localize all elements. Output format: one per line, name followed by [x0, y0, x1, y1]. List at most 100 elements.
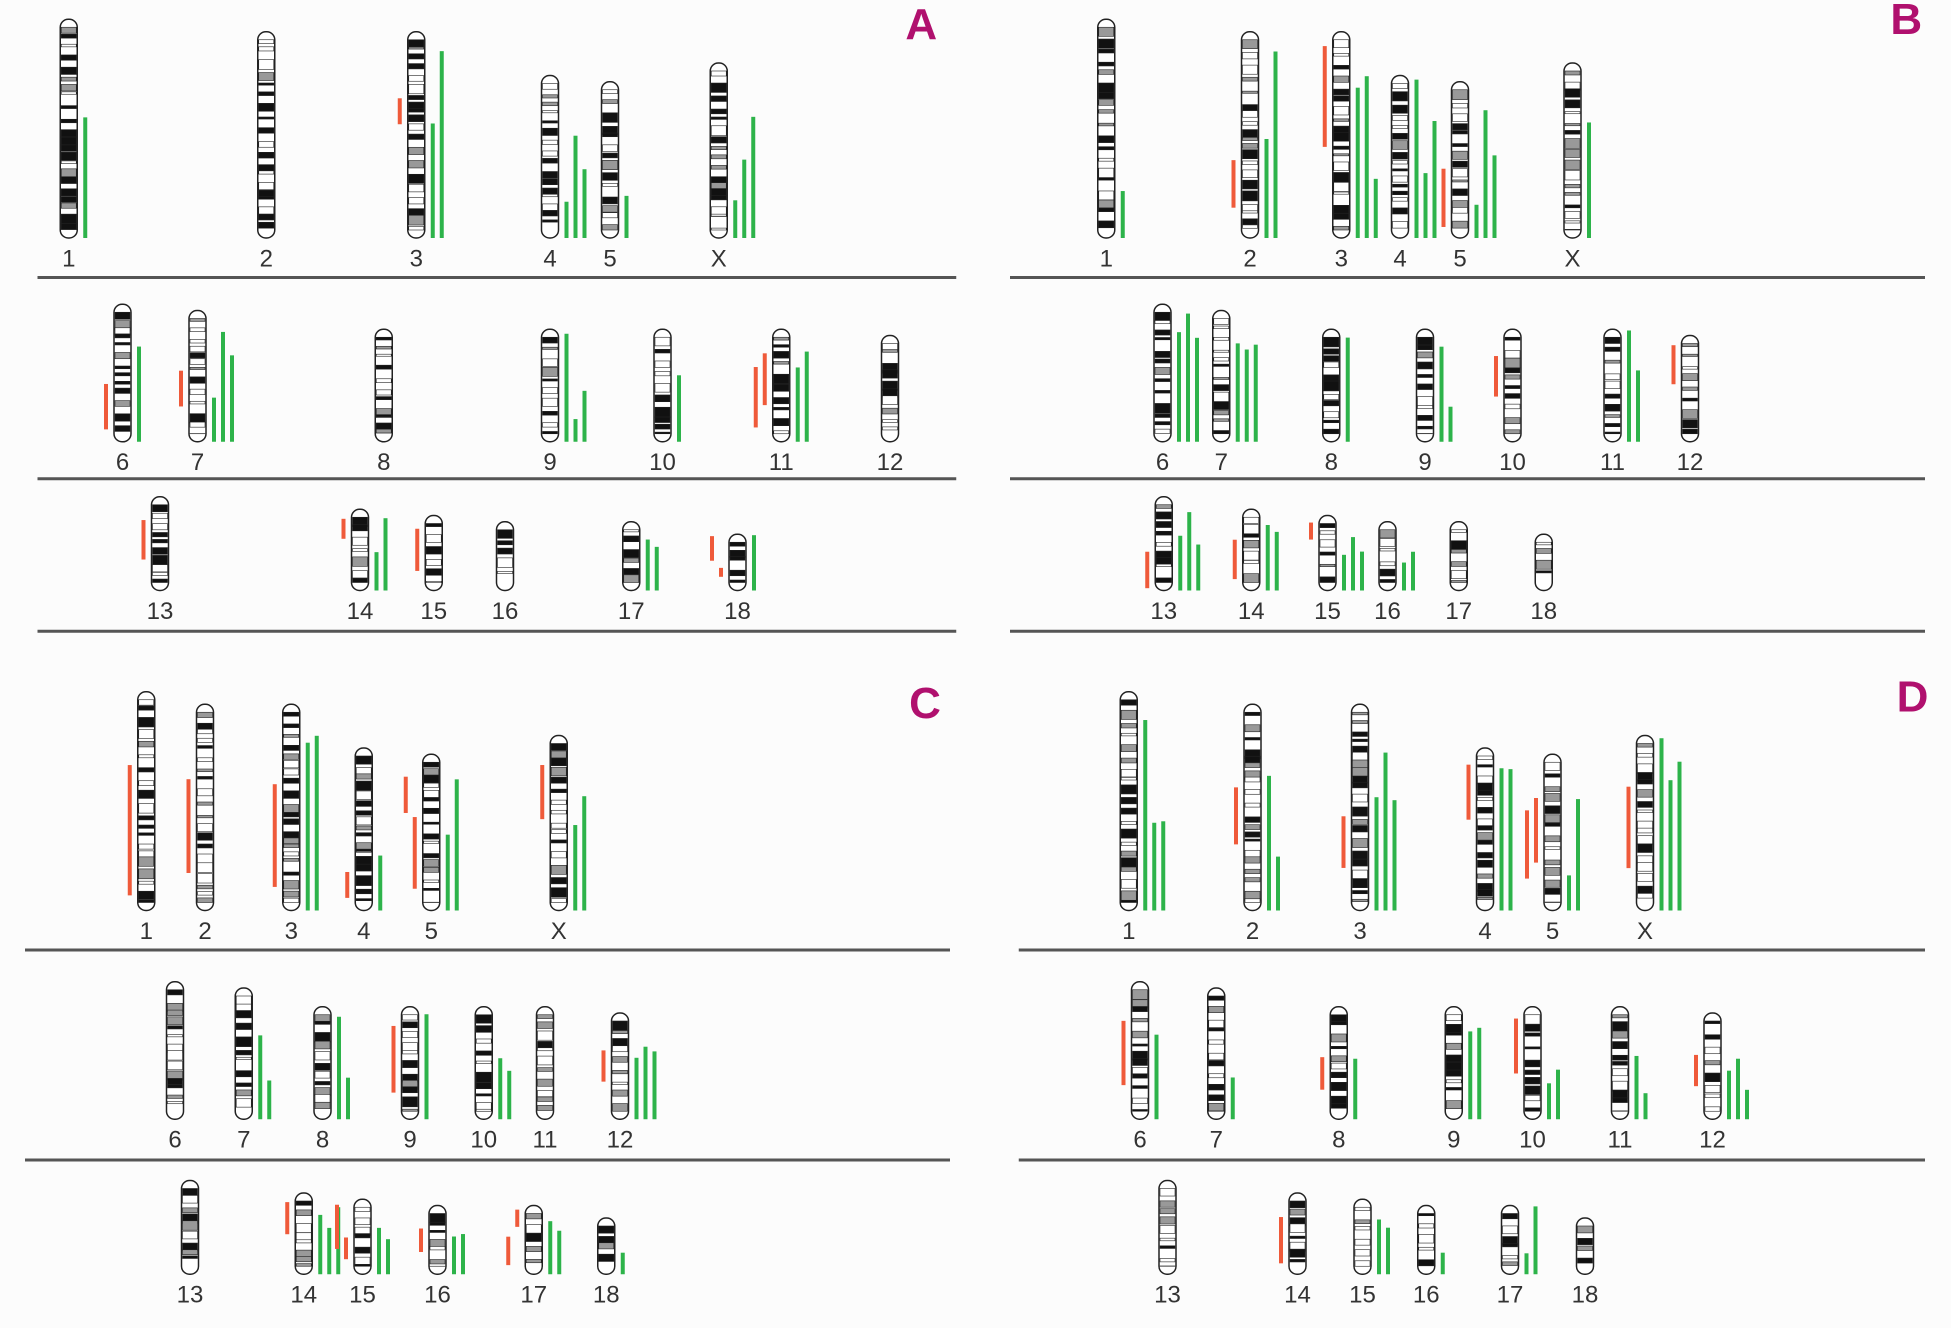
- band: [1242, 143, 1258, 149]
- band: [197, 823, 213, 833]
- loss-bar: [540, 765, 545, 820]
- band: [1564, 138, 1581, 149]
- gain-bar: [1677, 761, 1682, 911]
- chromosome: [506, 1204, 562, 1275]
- band: [542, 150, 558, 157]
- band: [1612, 1030, 1628, 1039]
- gain-bar: [1360, 551, 1364, 591]
- band: [189, 421, 206, 428]
- band: [1132, 1097, 1148, 1104]
- chromosome-label: 15: [349, 1282, 376, 1309]
- band: [1352, 731, 1368, 737]
- band: [60, 188, 77, 197]
- band: [354, 1217, 371, 1226]
- chromosome: [59, 18, 88, 239]
- band: [1352, 850, 1368, 860]
- band: [1392, 83, 1408, 89]
- band: [283, 880, 300, 890]
- band: [882, 369, 898, 379]
- band: [355, 888, 372, 895]
- band: [537, 1105, 553, 1111]
- band: [729, 541, 746, 547]
- band: [375, 396, 392, 400]
- band: [1352, 819, 1368, 825]
- band: [1323, 394, 1340, 400]
- band: [710, 116, 727, 120]
- chromosome-label: 2: [1246, 918, 1259, 945]
- band: [1289, 1259, 1306, 1263]
- band: [1477, 825, 1493, 831]
- gain-bar: [1668, 780, 1673, 911]
- band: [258, 221, 275, 229]
- gain-bar: [1364, 76, 1369, 238]
- band: [1637, 809, 1653, 813]
- band: [352, 536, 368, 546]
- chromosome: [1466, 747, 1513, 912]
- band: [1159, 1188, 1176, 1197]
- band: [1319, 523, 1336, 528]
- band: [542, 139, 558, 145]
- gain-bar: [620, 1252, 625, 1275]
- band: [1319, 539, 1336, 548]
- band: [1330, 1082, 1347, 1091]
- chromosome: [1626, 734, 1682, 912]
- chromosome-label: 4: [357, 918, 370, 945]
- band: [355, 810, 372, 816]
- chromosome: [179, 309, 234, 443]
- loss-bar: [1309, 522, 1313, 540]
- band: [1333, 88, 1350, 96]
- chromosome: [710, 533, 756, 592]
- chromosome: [391, 1006, 429, 1120]
- band: [1612, 1089, 1628, 1099]
- band: [1452, 143, 1468, 147]
- band: [1333, 191, 1350, 195]
- band: [729, 556, 746, 561]
- chromosome-body: [1703, 1012, 1722, 1120]
- band: [1392, 183, 1408, 188]
- loss-bar: [1232, 539, 1237, 580]
- band: [1208, 1039, 1225, 1045]
- band: [258, 141, 275, 148]
- band: [1333, 153, 1350, 157]
- band: [1604, 404, 1621, 412]
- band: [258, 72, 275, 81]
- gain-bar: [1499, 768, 1504, 911]
- chromosome-label: 9: [1418, 449, 1431, 476]
- band: [1155, 563, 1172, 567]
- chromosome: [474, 1006, 512, 1120]
- band: [235, 1050, 252, 1056]
- band: [1154, 421, 1171, 426]
- band: [258, 127, 275, 134]
- chromosome: [540, 328, 587, 443]
- band: [602, 172, 618, 181]
- band: [1132, 989, 1148, 1000]
- band: [1330, 1021, 1347, 1026]
- band: [314, 1094, 331, 1103]
- band: [1333, 145, 1350, 150]
- chromosome-label: 16: [492, 598, 519, 625]
- band: [1354, 1238, 1371, 1246]
- band: [402, 1031, 418, 1038]
- band: [1208, 1084, 1225, 1091]
- band: [1352, 858, 1368, 867]
- chromosome: [1279, 1192, 1307, 1275]
- band: [60, 84, 77, 92]
- gain-bar: [267, 1080, 272, 1120]
- band: [1452, 220, 1468, 229]
- band: [167, 1078, 183, 1085]
- band: [1604, 393, 1621, 399]
- band: [283, 843, 300, 848]
- band: [295, 1209, 312, 1216]
- band: [1352, 878, 1368, 888]
- band: [710, 182, 727, 189]
- band: [1392, 175, 1408, 183]
- band: [475, 1038, 492, 1044]
- chromosome: [540, 74, 587, 239]
- band: [542, 431, 558, 435]
- chromosome: [272, 703, 319, 912]
- band: [1213, 430, 1230, 435]
- chromosome: [104, 303, 141, 443]
- loss-bar: [403, 776, 408, 813]
